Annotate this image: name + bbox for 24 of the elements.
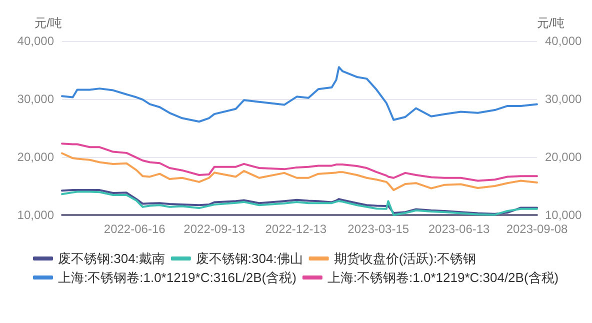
legend-label: 上海:不锈钢卷:1.0*1219*C:316L/2B(含税) xyxy=(58,270,296,285)
y-axis-title: 元/吨 xyxy=(34,16,62,30)
y2-tick-label: 30,000 xyxy=(545,92,582,106)
x-tick-label: 2022-06-16 xyxy=(104,222,166,236)
line-series xyxy=(61,142,538,182)
y2-axis-title: 元/吨 xyxy=(537,16,564,30)
x-tick-label: 2023-03-15 xyxy=(348,222,410,236)
line-series xyxy=(61,66,538,123)
legend-label: 期货收盘价(活跃):不锈钢 xyxy=(334,251,476,266)
x-tick-label: 2022-09-13 xyxy=(184,222,246,236)
legend-label: 废不锈钢:304:戴南 xyxy=(58,251,165,266)
y2-tick-label: 40,000 xyxy=(545,34,582,48)
y2-tick-label: 10,000 xyxy=(545,208,582,222)
y-tick-label: 30,000 xyxy=(17,92,54,106)
legend-label: 上海:不锈钢卷:1.0*1219*C:304/2B(含税) xyxy=(327,270,559,285)
x-tick-label: 2022-12-13 xyxy=(265,222,327,236)
y-tick-label: 40,000 xyxy=(17,34,54,48)
y-tick-label: 10,000 xyxy=(17,208,54,222)
legend-label: 废不锈钢:304:佛山 xyxy=(196,251,303,266)
x-tick-label: 2023-06-13 xyxy=(428,222,490,236)
x-tick-label: 2023-09-08 xyxy=(506,222,568,236)
y2-tick-label: 20,000 xyxy=(545,150,582,164)
y-tick-label: 20,000 xyxy=(17,150,54,164)
line-series xyxy=(61,152,538,192)
